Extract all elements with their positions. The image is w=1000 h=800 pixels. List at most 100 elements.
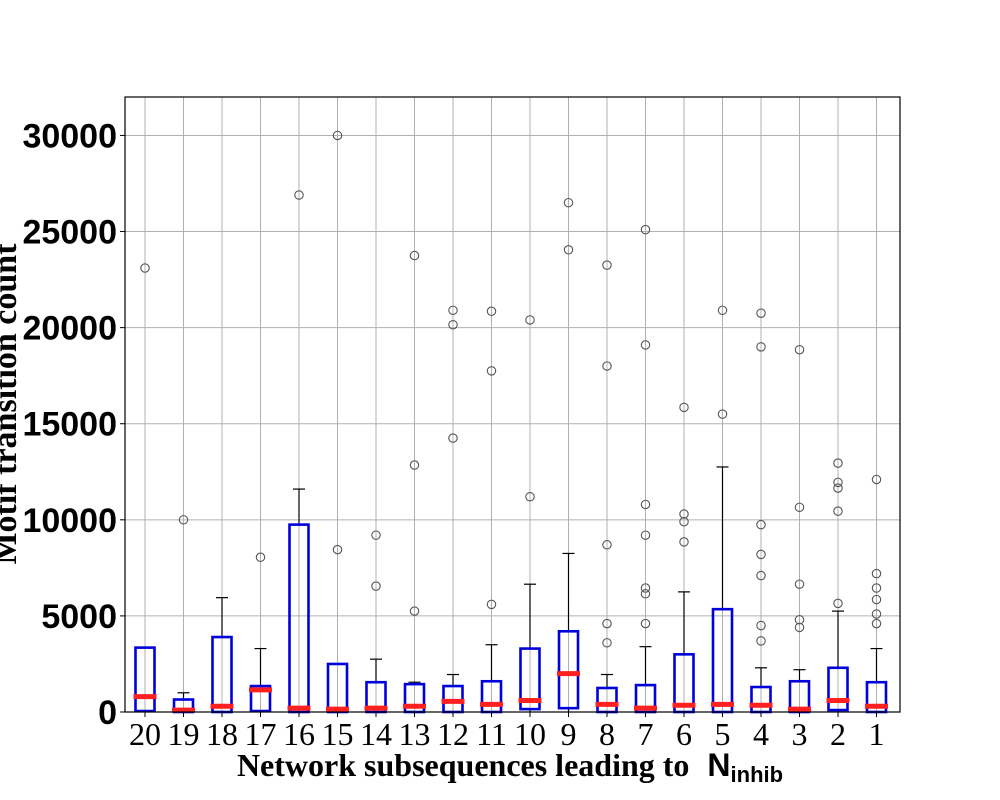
outlier-point [409, 250, 420, 261]
x-tick-label: 9 [561, 716, 577, 752]
x-tick-label: 7 [638, 716, 654, 752]
outlier-point [525, 315, 535, 325]
x-tick-label: 20 [129, 716, 161, 752]
x-tick-label: 14 [360, 716, 392, 752]
outlier-point [871, 583, 882, 593]
x-tick-label: 17 [245, 716, 277, 752]
outlier-point [871, 609, 882, 619]
outlier-point [679, 509, 689, 519]
box-body [519, 647, 541, 711]
outlier-point [140, 263, 150, 273]
outlier-point [371, 530, 381, 540]
outlier-point [178, 515, 189, 525]
outlier-point [563, 245, 574, 255]
outlier-point [756, 519, 766, 530]
outlier-point [486, 366, 497, 376]
box-body [249, 684, 272, 713]
outlier-point [756, 570, 766, 581]
outlier-point [756, 549, 766, 560]
outlier-point [640, 340, 651, 350]
outlier-point [602, 540, 612, 550]
outlier-point [640, 224, 651, 235]
box-body [134, 646, 156, 713]
box-9 [557, 197, 580, 712]
grid-lines [125, 97, 900, 713]
box-15 [326, 130, 349, 714]
y-tick-label: 25000 [22, 214, 117, 252]
box-5 [711, 305, 734, 714]
outlier-point [756, 620, 766, 631]
outlier-point [794, 579, 805, 589]
boxes [133, 130, 888, 714]
outlier-point [871, 568, 882, 579]
outlier-point [833, 506, 843, 516]
x-tick-label: 16 [283, 716, 315, 752]
outlier-point [448, 433, 458, 443]
x-tick-label: 12 [437, 716, 469, 752]
outlier-point [640, 499, 651, 510]
outlier-point [756, 308, 766, 318]
outlier-point [833, 598, 843, 609]
y-tick-labels: 0 5000 10000 15000 20000 25000 30000 [22, 117, 125, 732]
x-tick-label: 3 [792, 716, 808, 752]
plot-frame [124, 96, 901, 713]
outlier-point [294, 190, 304, 200]
x-axis-label-subscript: inhib [731, 762, 784, 787]
box-14 [364, 530, 388, 714]
outlier-point [794, 502, 805, 513]
x-axis-label-symbol: N [707, 747, 730, 783]
x-tick-label: 18 [206, 716, 238, 752]
outlier-point [833, 483, 843, 493]
outlier-point [371, 581, 381, 591]
x-tick-label: 15 [322, 716, 354, 752]
box-20 [133, 263, 157, 713]
x-tick-label: 5 [715, 716, 731, 752]
outlier-point [486, 599, 497, 610]
x-tick-label: 19 [168, 716, 200, 752]
outlier-point [871, 618, 882, 629]
outlier-point [833, 477, 843, 488]
outlier-point [448, 319, 458, 330]
outlier-point [717, 409, 728, 419]
y-tick-label: 20000 [22, 310, 117, 348]
box-8 [595, 260, 619, 714]
x-axis-label-text: Network subsequences leading to [237, 747, 689, 783]
box-body [827, 666, 849, 712]
box-2 [826, 458, 850, 712]
outlier-point [602, 361, 612, 371]
outlier-point [871, 474, 882, 485]
x-axis-label: Network subsequences leading to Ninhib [237, 747, 783, 787]
outlier-point [486, 306, 497, 317]
x-tick-labels: 20 19 18 17 16 15 14 13 12 11 10 9 8 7 6 5 4 3 2 1 [129, 712, 885, 752]
y-tick-label: 5000 [41, 598, 117, 636]
outlier-point [794, 622, 805, 633]
outlier-point [255, 552, 266, 563]
outlier-point [525, 491, 535, 502]
outlier-point [602, 618, 612, 629]
outlier-point [679, 402, 689, 413]
box-11 [480, 306, 503, 714]
outlier-point [717, 305, 728, 316]
x-tick-label: 2 [830, 716, 846, 752]
x-tick-label: 1 [869, 716, 885, 752]
outlier-point [640, 589, 651, 599]
x-tick-label: 8 [599, 716, 615, 752]
outlier-point [794, 614, 805, 625]
outlier-point [794, 344, 805, 355]
outlier-point [640, 530, 651, 540]
outlier-point [602, 638, 612, 648]
x-tick-label: 11 [476, 716, 507, 752]
outlier-point [833, 458, 843, 468]
y-tick-label: 15000 [22, 406, 117, 444]
outlier-point [640, 583, 651, 593]
outlier-point [602, 260, 612, 270]
x-tick-label: 13 [399, 716, 431, 752]
outlier-point [563, 197, 574, 208]
box-body [557, 629, 580, 710]
y-tick-label: 10000 [22, 502, 117, 540]
outlier-point [332, 130, 343, 141]
box-10 [518, 315, 542, 712]
outlier-point [679, 537, 689, 547]
outlier-point [756, 636, 766, 646]
